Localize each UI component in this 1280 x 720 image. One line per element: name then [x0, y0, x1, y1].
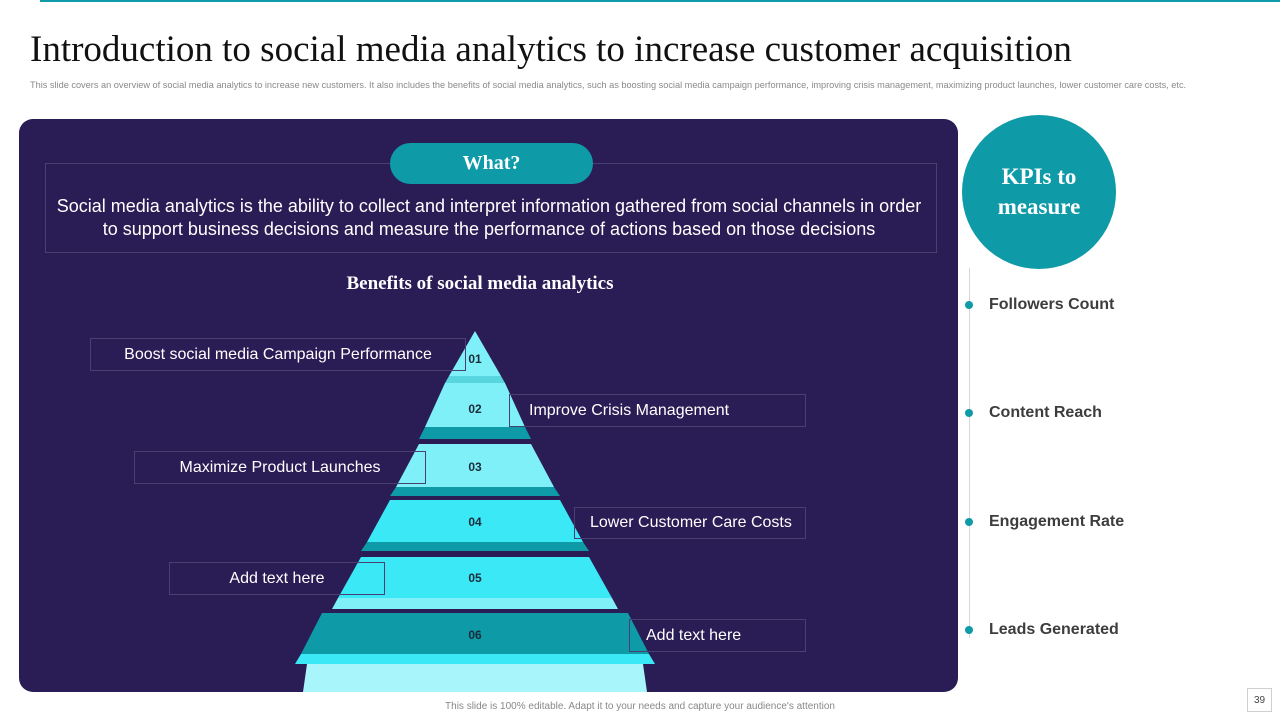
pyramid-tier-06-shadow	[295, 654, 655, 664]
kpi-label: Followers Count	[989, 296, 1115, 313]
bullet-dot-icon	[965, 301, 973, 309]
benefit-number-05: 05	[468, 571, 482, 585]
benefit-label-05: Add text here	[169, 562, 385, 595]
page-number: 39	[1247, 688, 1272, 712]
pyramid-tier-01-shadow	[445, 376, 505, 383]
pyramid-tier-05	[338, 557, 612, 598]
kpi-item: Engagement Rate	[965, 513, 1124, 531]
kpi-item: Leads Generated	[965, 621, 1119, 639]
page-title: Introduction to social media analytics t…	[30, 29, 1072, 70]
bullet-dot-icon	[965, 409, 973, 417]
benefit-number-01: 01	[468, 352, 482, 366]
footer-note: This slide is 100% editable. Adapt it to…	[445, 701, 835, 712]
benefit-label-03: Maximize Product Launches	[134, 451, 426, 484]
page-subtitle: This slide covers an overview of social …	[30, 80, 1187, 90]
what-definition-text: Social media analytics is the ability to…	[56, 196, 922, 239]
benefit-number-02: 02	[468, 402, 482, 416]
kpi-timeline-line	[969, 268, 970, 638]
content-panel: What? Social media analytics is the abil…	[19, 119, 958, 692]
kpi-item: Content Reach	[965, 404, 1102, 422]
benefit-label-02: Improve Crisis Management	[509, 394, 806, 427]
kpi-label: Content Reach	[989, 404, 1102, 421]
pyramid-tier-01	[449, 331, 501, 376]
pyramid-tier-04	[367, 500, 583, 542]
benefit-label-01: Boost social media Campaign Performance	[90, 338, 466, 371]
kpi-item: Followers Count	[965, 296, 1114, 314]
benefits-title: Benefits of social media analytics	[346, 273, 614, 294]
pyramid-base	[303, 664, 647, 692]
benefit-label-04: Lower Customer Care Costs	[574, 507, 806, 539]
pyramid-tier-03	[396, 444, 554, 487]
what-heading-pill: What?	[390, 143, 593, 184]
pyramid-tier-03-shadow	[390, 487, 560, 496]
benefit-label-06: Add text here	[629, 619, 806, 652]
kpi-label: Engagement Rate	[989, 513, 1125, 530]
benefit-number-03: 03	[468, 460, 482, 474]
kpi-label: Leads Generated	[989, 621, 1119, 638]
benefits-pyramid: 01 02 03 04 05 06	[295, 331, 655, 692]
top-accent-rule	[40, 0, 1280, 2]
benefit-number-06: 06	[468, 628, 482, 642]
kpis-heading-circle: KPIs to measure	[962, 115, 1116, 269]
pyramid-tier-04-shadow	[361, 542, 589, 551]
benefit-number-04: 04	[468, 515, 482, 529]
pyramid-tier-06	[301, 613, 649, 654]
bullet-dot-icon	[965, 518, 973, 526]
pyramid-tier-02	[425, 383, 525, 427]
pyramid-tier-05-shadow	[332, 598, 618, 609]
bullet-dot-icon	[965, 626, 973, 634]
pyramid-tier-02-shadow	[419, 427, 531, 439]
